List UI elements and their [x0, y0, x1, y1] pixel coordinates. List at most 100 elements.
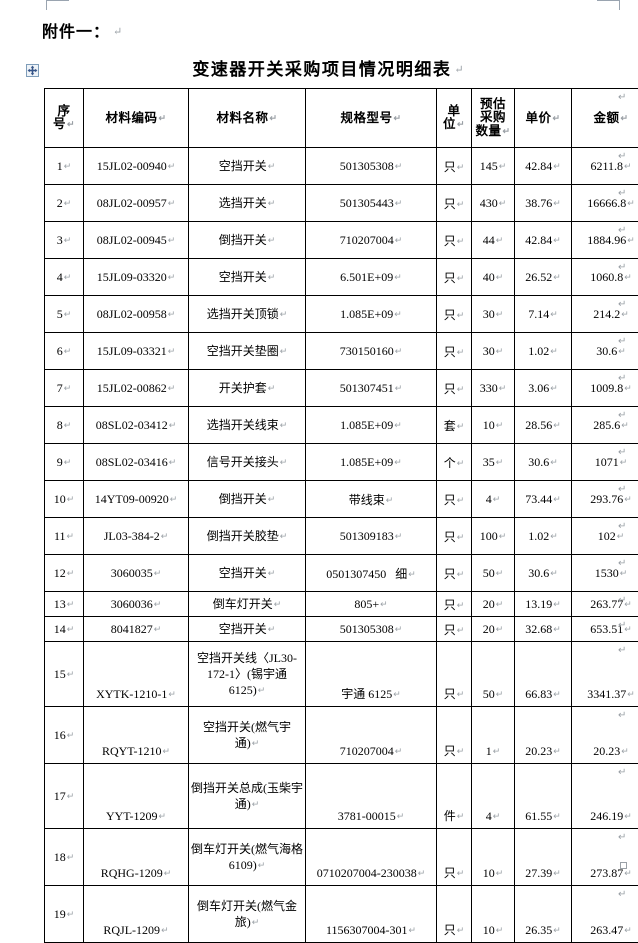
cell-estimated-qty: 330↵ [472, 370, 515, 407]
column-header-amount: 金额↵ [572, 89, 638, 148]
column-header-index: 序 号↵ [45, 89, 84, 148]
cell-unit: 只↵ [437, 707, 472, 764]
cell-spec-model: 宇通 6125↵ [306, 642, 437, 707]
paragraph-mark-icon: ↵ [618, 411, 626, 421]
cell-estimated-qty: 10↵ [472, 829, 515, 886]
paragraph-mark-icon: ↵ [618, 337, 626, 347]
page-edge-marks [0, 0, 638, 12]
paragraph-mark-icon: ↵ [110, 26, 123, 38]
cell-material-code: 14YT09-00920↵ [84, 481, 189, 518]
column-header-qty-line3: 数量↵ [474, 125, 512, 138]
cell-unit-price: 1.02↵ [515, 333, 572, 370]
cell-material-code: 08JL02-00945↵ [84, 222, 189, 259]
paragraph-mark-icon: ↵ [618, 300, 626, 310]
table-row: 18↵RQHG-1209↵倒车灯开关(燃气海格 6109)↵0710207004… [45, 829, 638, 886]
cell-unit: 只↵ [437, 829, 472, 886]
cell-unit: 只↵ [437, 518, 472, 555]
cell-material-name: 倒车灯开关↵ [189, 592, 306, 617]
cell-material-code: JL03-384-2↵ [84, 518, 189, 555]
cell-material-name: 选挡开关线束↵ [189, 407, 306, 444]
table-move-handle-icon[interactable] [26, 64, 39, 77]
attachment-label: 附件一：↵ [42, 18, 123, 42]
column-header-material-code: 材料编码↵ [84, 89, 189, 148]
cell-index: 6↵ [45, 333, 84, 370]
paragraph-mark-icon: ↵ [618, 833, 626, 843]
cell-unit: 只↵ [437, 555, 472, 592]
table-row: 6↵15JL09-03321↵空挡开关垫圈↵730150160↵只↵30↵1.0… [45, 333, 638, 370]
cell-unit: 套↵ [437, 407, 472, 444]
cell-unit-price: 42.84↵ [515, 222, 572, 259]
table-row: 2↵08JL02-00957↵选挡开关↵501305443↵只↵430↵38.7… [45, 185, 638, 222]
cell-material-name: 选挡开关顶锁↵ [189, 296, 306, 333]
cell-index: 19↵ [45, 886, 84, 943]
cell-spec-model: 1.085E+09↵ [306, 444, 437, 481]
table-row: 17↵YYT-1209↵倒挡开关总成(玉柴宇通)↵3781-00015↵件↵4↵… [45, 764, 638, 829]
paragraph-mark-icon: ↵ [618, 485, 626, 495]
cell-unit-price: 66.83↵ [515, 642, 572, 707]
cell-material-code: 3060036↵ [84, 592, 189, 617]
cell-unit: 只↵ [437, 296, 472, 333]
cell-unit: 件↵ [437, 764, 472, 829]
paragraph-mark-icon: ↵ [618, 596, 626, 606]
cell-unit-price: 42.84↵ [515, 148, 572, 185]
table-row: 3↵08JL02-00945↵倒挡开关↵710207004↵只↵44↵42.84… [45, 222, 638, 259]
table-row: 5↵08JL02-00958↵选挡开关顶锁↵1.085E+09↵只↵30↵7.1… [45, 296, 638, 333]
cell-material-code: 08SL02-03412↵ [84, 407, 189, 444]
cell-index: 5↵ [45, 296, 84, 333]
cell-unit: 只↵ [437, 592, 472, 617]
cell-amount: 273.87↵ [572, 829, 638, 886]
table-row: 8↵08SL02-03412↵选挡开关线束↵1.085E+09↵套↵10↵28.… [45, 407, 638, 444]
cell-material-code: 15JL09-03321↵ [84, 333, 189, 370]
table-row: 4↵15JL09-03320↵空挡开关↵6.501E+09↵只↵40↵26.52… [45, 259, 638, 296]
cell-estimated-qty: 40↵ [472, 259, 515, 296]
cell-unit-price: 26.35↵ [515, 886, 572, 943]
paragraph-mark-icon: ↵ [618, 768, 626, 778]
column-header-index-line2: 号↵ [47, 118, 81, 131]
cell-estimated-qty: 100↵ [472, 518, 515, 555]
cell-unit: 只↵ [437, 617, 472, 642]
cell-material-name: 空挡开关垫圈↵ [189, 333, 306, 370]
cell-spec-model: 0501307450 细↵ [306, 555, 437, 592]
cell-estimated-qty: 30↵ [472, 333, 515, 370]
cell-material-code: 15JL02-00862↵ [84, 370, 189, 407]
page-corner-mark-left [46, 0, 69, 10]
cell-material-code: RQHG-1209↵ [84, 829, 189, 886]
paragraph-mark-icon: ↵ [618, 890, 626, 900]
cell-index: 17↵ [45, 764, 84, 829]
cell-estimated-qty: 10↵ [472, 886, 515, 943]
cell-material-code: 08SL02-03416↵ [84, 444, 189, 481]
paragraph-mark-icon: ↵ [618, 559, 626, 569]
cell-unit: 只↵ [437, 222, 472, 259]
column-header-unit: 单 位↵ [437, 89, 472, 148]
table-row: 14↵8041827↵空挡开关↵501305308↵只↵20↵32.68↵653… [45, 617, 638, 642]
cell-estimated-qty: 1↵ [472, 707, 515, 764]
paragraph-mark-icon: ↵ [618, 93, 626, 103]
cell-spec-model: 3781-00015↵ [306, 764, 437, 829]
cell-amount: 1060.8↵ [572, 259, 638, 296]
paragraph-mark-icon: ↵ [618, 646, 626, 656]
cell-index: 9↵ [45, 444, 84, 481]
cell-unit: 只↵ [437, 481, 472, 518]
cell-unit: 只↵ [437, 886, 472, 943]
cell-spec-model: 710207004↵ [306, 707, 437, 764]
cell-material-name: 选挡开关↵ [189, 185, 306, 222]
cell-index: 11↵ [45, 518, 84, 555]
table-row: 19↵RQJL-1209↵倒车灯开关(燃气金旅)↵1156307004-301↵… [45, 886, 638, 943]
paragraph-mark-icon: ↵ [618, 263, 626, 273]
cell-amount: 102↵ [572, 518, 638, 555]
cell-material-code: 15JL09-03320↵ [84, 259, 189, 296]
cell-estimated-qty: 35↵ [472, 444, 515, 481]
cell-index: 1↵ [45, 148, 84, 185]
cell-material-name: 空挡开关线〈JL30-172-1〉(锡宇通 6125)↵ [189, 642, 306, 707]
paragraph-mark-icon: ↵ [618, 621, 626, 631]
cell-unit: 只↵ [437, 259, 472, 296]
cell-index: 14↵ [45, 617, 84, 642]
paragraph-mark-icon: ↵ [618, 189, 626, 199]
cell-material-name: 信号开关接头↵ [189, 444, 306, 481]
cell-material-code: 08JL02-00957↵ [84, 185, 189, 222]
cell-amount: 263.47↵ [572, 886, 638, 943]
paragraph-mark-icon: ↵ [618, 226, 626, 236]
table-row: 10↵14YT09-00920↵倒挡开关↵带线束↵只↵4↵73.44↵293.7… [45, 481, 638, 518]
paragraph-mark-icon: ↵ [451, 64, 463, 76]
cell-spec-model: 1156307004-301↵ [306, 886, 437, 943]
